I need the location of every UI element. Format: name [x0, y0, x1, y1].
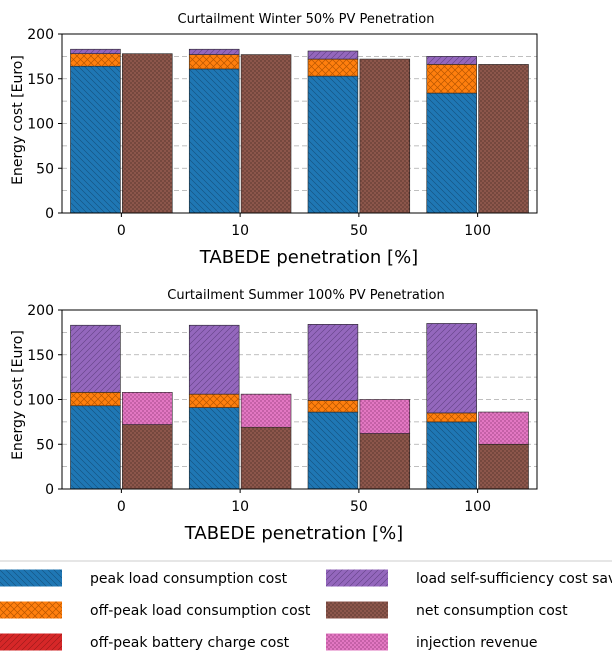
legend-swatch-hatch	[326, 633, 388, 651]
bar-hatch	[308, 59, 358, 77]
legend-swatch-hatch	[0, 601, 62, 619]
bar-hatch	[189, 68, 240, 213]
x-axis-label: TABEDE penetration [%]	[199, 247, 418, 268]
bar-hatch	[478, 412, 529, 445]
x-tick-label: 50	[350, 223, 368, 239]
bar-hatch	[308, 324, 358, 401]
bar-hatch	[70, 66, 121, 213]
y-tick-label: 50	[36, 437, 54, 453]
plot-frame	[61, 33, 538, 214]
bar-hatch	[70, 325, 121, 393]
bar-hatch	[426, 93, 477, 213]
bar-hatch	[189, 49, 240, 55]
plot-frame	[61, 309, 538, 490]
legend-swatch-hatch	[0, 569, 62, 587]
x-tick-label: 0	[117, 499, 126, 515]
bar-hatch	[122, 424, 173, 489]
bottom-chart: Curtailment Summer 100% PV Penetration E…	[10, 288, 538, 544]
bar-hatch	[359, 433, 410, 489]
legend-swatch-hatch	[326, 601, 388, 619]
bar-hatch	[426, 323, 477, 413]
bar-hatch	[426, 64, 477, 94]
y-axis-label: Energy cost [Euro]	[10, 330, 26, 460]
legend-label: off-peak battery charge cost	[90, 635, 290, 651]
bar-hatch	[70, 53, 121, 67]
bar-hatch	[308, 412, 358, 489]
top-chart: Curtailment Winter 50% PV Penetration En…	[10, 12, 538, 268]
bar-hatch	[189, 54, 240, 69]
bar-hatch	[189, 407, 240, 489]
bar-hatch	[122, 53, 173, 213]
legend-swatch-hatch	[326, 569, 388, 587]
x-tick-label: 10	[231, 499, 249, 515]
bar-hatch	[189, 325, 240, 395]
bar-hatch	[308, 51, 358, 60]
bar-hatch	[359, 59, 410, 214]
bar-hatch	[478, 64, 529, 214]
legend-label: off-peak load consumption cost	[90, 603, 311, 619]
bar-hatch	[308, 76, 358, 213]
x-tick-label: 100	[464, 223, 491, 239]
bar-hatch	[359, 399, 410, 434]
bar-hatch	[241, 427, 291, 489]
y-tick-label: 100	[27, 117, 54, 133]
bar-hatch	[122, 392, 173, 425]
y-tick-label: 150	[27, 72, 54, 88]
y-tick-label: 100	[27, 393, 54, 409]
legend-label: peak load consumption cost	[90, 571, 288, 587]
legend: peak load consumption cost load self-suff…	[0, 560, 612, 651]
x-tick-label: 50	[350, 499, 368, 515]
y-tick-label: 150	[27, 348, 54, 364]
legend-swatch-hatch	[0, 633, 62, 651]
bar-hatch	[70, 49, 121, 54]
chart-title: Curtailment Summer 100% PV Penetration	[167, 288, 444, 303]
bar-hatch	[70, 405, 121, 489]
y-tick-label: 0	[45, 206, 54, 222]
bar-hatch	[426, 412, 477, 422]
legend-label: net consumption cost	[416, 603, 568, 619]
bar-hatch	[241, 394, 291, 428]
x-tick-label: 10	[231, 223, 249, 239]
x-tick-label: 100	[464, 499, 491, 515]
bar-hatch	[308, 400, 358, 413]
bar-hatch	[426, 56, 477, 65]
y-tick-label: 200	[27, 27, 54, 43]
x-axis-label: TABEDE penetration [%]	[184, 523, 403, 544]
y-axis-label: Energy cost [Euro]	[10, 55, 26, 185]
bar-hatch	[241, 54, 291, 214]
chart-title: Curtailment Winter 50% PV Penetration	[178, 12, 435, 27]
legend-label: injection revenue	[416, 635, 538, 651]
bar-hatch	[426, 421, 477, 489]
y-tick-label: 50	[36, 161, 54, 177]
y-tick-label: 200	[27, 303, 54, 319]
y-tick-label: 0	[45, 482, 54, 498]
bar-hatch	[70, 392, 121, 406]
bar-hatch	[478, 444, 529, 489]
x-tick-label: 0	[117, 223, 126, 239]
legend-label: load self-sufficiency cost savings	[416, 571, 612, 587]
bar-hatch	[189, 394, 240, 408]
